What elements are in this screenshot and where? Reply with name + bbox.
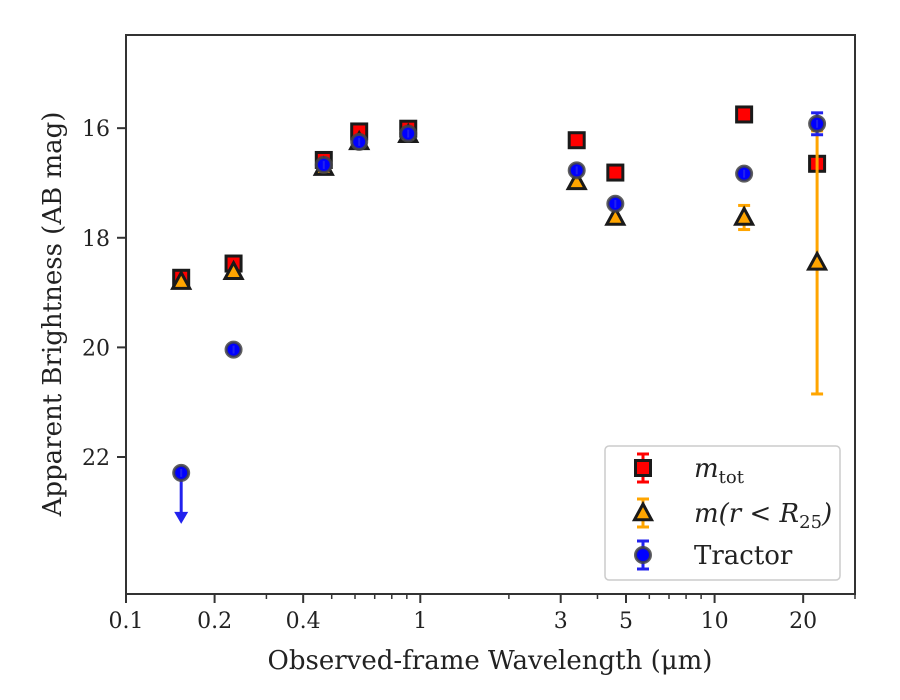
legend-marker [631,500,655,522]
x-tick-label: 1 [413,609,427,634]
series-square [172,105,827,287]
x-tick-label: 0.4 [286,609,321,634]
legend-label-main: Tractor [694,541,793,571]
legend-label-sub: 25 [799,512,822,533]
x-tick-label: 0.1 [109,609,144,634]
legend: mtot m(r < R25) Tractor [604,445,841,581]
legend-marker [634,459,652,477]
y-tick-label: 20 [82,336,110,361]
y-tick-label: 22 [82,446,110,471]
y-axis-label: Apparent Brightness (AB mag) [38,112,68,518]
series-triangle [170,122,829,396]
legend-label: m(r < R25) [694,499,832,533]
plot-frame [125,34,856,595]
upper-limit-arrow [174,511,189,524]
x-tick-label: 10 [701,609,729,634]
axis-ticks: 0.1 0.2 0.4 1 3 5 10 20 16 18 20 22 [82,117,856,634]
y-tick-label: 18 [82,227,110,252]
x-tick-label: 5 [619,609,633,634]
x-tick-label: 20 [789,609,817,634]
x-axis-label: Observed-frame Wavelength (μm) [268,646,713,676]
legend-label: Tractor [694,541,793,571]
legend-label: mtot [694,454,745,488]
y-tick-label: 16 [82,117,110,142]
plot-layer [170,105,829,524]
legend-label-main: m(r < R [694,499,799,529]
series-circle [172,111,827,524]
legend-marker [634,546,652,564]
x-tick-label: 0.2 [197,609,232,634]
legend-label-tail: ) [821,499,832,529]
x-tick-label: 3 [554,609,568,634]
legend-label-main: m [694,454,719,484]
legend-label-sub: tot [719,467,745,488]
legend-box [604,445,841,581]
